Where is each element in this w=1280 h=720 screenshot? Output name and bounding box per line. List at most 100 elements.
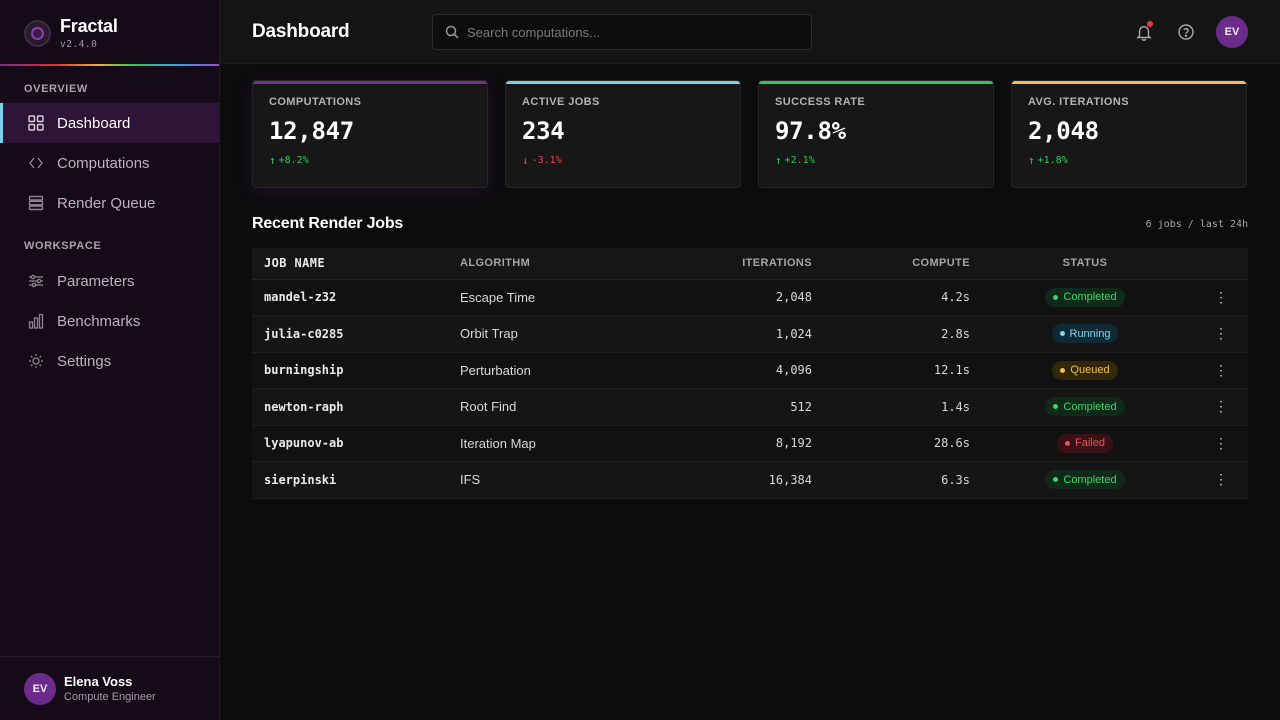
column-header-iterations[interactable]: ITERATIONS — [668, 248, 812, 280]
job-status-cell: Completed — [970, 461, 1200, 499]
job-compute: 6.3s — [812, 461, 970, 499]
sidebar-item-settings[interactable]: Settings — [0, 341, 219, 381]
column-header-status[interactable]: STATUS — [970, 248, 1200, 280]
kebab-menu-icon: ⋮ — [1214, 434, 1228, 451]
row-menu-button[interactable]: ⋮ — [1200, 352, 1248, 389]
job-name[interactable]: newton-raph — [252, 388, 460, 426]
table-row[interactable]: burningship Perturbation 4,096 12.1s Queued ⋮ — [252, 352, 1248, 389]
job-name[interactable]: lyapunov-ab — [252, 425, 460, 462]
sidebar-item-label: Settings — [57, 352, 112, 370]
column-header-compute[interactable]: COMPUTE — [812, 248, 970, 280]
table-row[interactable]: sierpinski IFS 16,384 6.3s Completed ⋮ — [252, 461, 1248, 499]
job-name[interactable]: mandel-z32 — [252, 279, 460, 316]
stat-card-active-jobs[interactable]: ACTIVE JOBS 234 ↓ -3.1% — [505, 80, 741, 188]
job-status-cell: Failed — [970, 425, 1200, 462]
sidebar-item-computations[interactable]: Computations — [0, 143, 219, 183]
sidebar-item-parameters[interactable]: Parameters — [0, 261, 219, 301]
stats-row: COMPUTATIONS 12,847 ↑ +8.2% ACTIVE JOBS 2… — [252, 80, 1248, 188]
stat-card-avg-iterations[interactable]: AVG. ITERATIONS 2,048 ↑ +1.8% — [1011, 80, 1247, 188]
stat-delta: ↑ +1.8% — [1028, 154, 1068, 167]
app-name: Fractal — [60, 15, 118, 36]
job-compute: 12.1s — [812, 352, 970, 389]
user-profile[interactable]: EV Elena Voss Compute Engineer — [0, 656, 219, 720]
jobs-table-body: mandel-z32 Escape Time 2,048 4.2s Completed ⋮… — [252, 279, 1248, 499]
status-dot — [1053, 477, 1059, 483]
kebab-menu-icon: ⋮ — [1214, 361, 1228, 378]
dashboard-content: COMPUTATIONS 12,847 ↑ +8.2% ACTIVE JOBS 2… — [252, 80, 1248, 499]
stat-card-computations[interactable]: COMPUTATIONS 12,847 ↑ +8.2% — [252, 80, 488, 188]
stack-icon — [28, 195, 44, 211]
sidebar-item-label: Parameters — [57, 272, 135, 290]
jobs-header: Recent Render Jobs 6 jobs / last 24h — [252, 208, 1248, 240]
stat-accent-bar — [253, 81, 487, 84]
stat-value: 234 — [522, 117, 565, 145]
status-badge: Completed — [1045, 397, 1125, 417]
status-dot — [1059, 331, 1065, 337]
app-version: v2.4.0 — [60, 38, 98, 50]
status-badge: Completed — [1045, 470, 1125, 490]
header-avatar[interactable]: EV — [1216, 16, 1248, 48]
arrow-up-icon: ↑ — [775, 154, 782, 167]
search-box[interactable] — [432, 14, 812, 50]
column-header-job-name[interactable]: JOB NAME — [252, 248, 460, 280]
top-actions: EV — [1118, 16, 1248, 48]
nav-section-workspace: WORKSPACE — [24, 240, 102, 252]
job-algorithm: Iteration Map — [460, 425, 668, 462]
row-menu-button[interactable]: ⋮ — [1200, 425, 1248, 462]
job-compute: 28.6s — [812, 425, 970, 462]
table-row[interactable]: julia-c0285 Orbit Trap 1,024 2.8s Running ⋮ — [252, 315, 1248, 353]
table-header-row: JOB NAME ALGORITHM ITERATIONS COMPUTE ST… — [252, 248, 1248, 280]
job-name[interactable]: julia-c0285 — [252, 315, 460, 353]
stat-delta: ↑ +2.1% — [775, 154, 815, 167]
table-row[interactable]: mandel-z32 Escape Time 2,048 4.2s Completed ⋮ — [252, 279, 1248, 316]
stat-label: COMPUTATIONS — [269, 96, 362, 108]
grid-icon — [28, 115, 44, 131]
job-iterations: 8,192 — [668, 425, 812, 462]
table-row[interactable]: lyapunov-ab Iteration Map 8,192 28.6s Failed… — [252, 425, 1248, 462]
job-iterations: 1,024 — [668, 315, 812, 353]
table-row[interactable]: newton-raph Root Find 512 1.4s Completed ⋮ — [252, 388, 1248, 426]
sidebar-item-benchmarks[interactable]: Benchmarks — [0, 301, 219, 341]
job-iterations: 2,048 — [668, 279, 812, 316]
help-button[interactable] — [1170, 16, 1202, 48]
notifications-button[interactable] — [1128, 16, 1160, 48]
sidebar-item-label: Benchmarks — [57, 312, 141, 330]
stat-label: AVG. ITERATIONS — [1028, 96, 1129, 108]
job-status-cell: Completed — [970, 279, 1200, 316]
brand[interactable]: Fractal v2.4.0 — [0, 0, 219, 66]
stat-card-success-rate[interactable]: SUCCESS RATE 97.8% ↑ +2.1% — [758, 80, 994, 188]
jobs-table: JOB NAME ALGORITHM ITERATIONS COMPUTE ST… — [252, 248, 1248, 499]
sidebar-item-label: Render Queue — [57, 194, 156, 212]
row-menu-button[interactable]: ⋮ — [1200, 279, 1248, 316]
job-algorithm: Perturbation — [460, 352, 668, 389]
sidebar-item-render-queue[interactable]: Render Queue — [0, 183, 219, 223]
status-dot — [1053, 404, 1059, 410]
job-name[interactable]: burningship — [252, 352, 460, 389]
kebab-menu-icon: ⋮ — [1214, 398, 1228, 415]
search-input[interactable] — [467, 24, 787, 40]
sidebar-item-dashboard[interactable]: Dashboard — [0, 103, 219, 143]
sidebar-item-label: Dashboard — [57, 114, 131, 132]
job-compute: 4.2s — [812, 279, 970, 316]
job-status-cell: Running — [970, 315, 1200, 353]
column-header-algorithm[interactable]: ALGORITHM — [460, 248, 668, 280]
stat-value: 97.8% — [775, 117, 846, 145]
job-compute: 2.8s — [812, 315, 970, 353]
nav-section-overview: OVERVIEW — [24, 83, 88, 95]
job-name[interactable]: sierpinski — [252, 461, 460, 499]
main-area: Dashboard EV — [220, 0, 1280, 720]
arrow-up-icon: ↑ — [1028, 154, 1035, 167]
job-status-cell: Queued — [970, 352, 1200, 389]
row-menu-button[interactable]: ⋮ — [1200, 388, 1248, 426]
row-menu-button[interactable]: ⋮ — [1200, 315, 1248, 353]
user-name: Elena Voss — [64, 674, 133, 689]
stat-accent-bar — [759, 81, 993, 84]
stat-delta: ↑ +8.2% — [269, 154, 309, 167]
row-menu-button[interactable]: ⋮ — [1200, 461, 1248, 499]
top-bar: Dashboard EV — [220, 0, 1280, 64]
job-iterations: 4,096 — [668, 352, 812, 389]
user-role: Compute Engineer — [64, 691, 156, 703]
job-compute: 1.4s — [812, 388, 970, 426]
jobs-meta: 6 jobs / last 24h — [1145, 218, 1248, 230]
job-iterations: 16,384 — [668, 461, 812, 499]
